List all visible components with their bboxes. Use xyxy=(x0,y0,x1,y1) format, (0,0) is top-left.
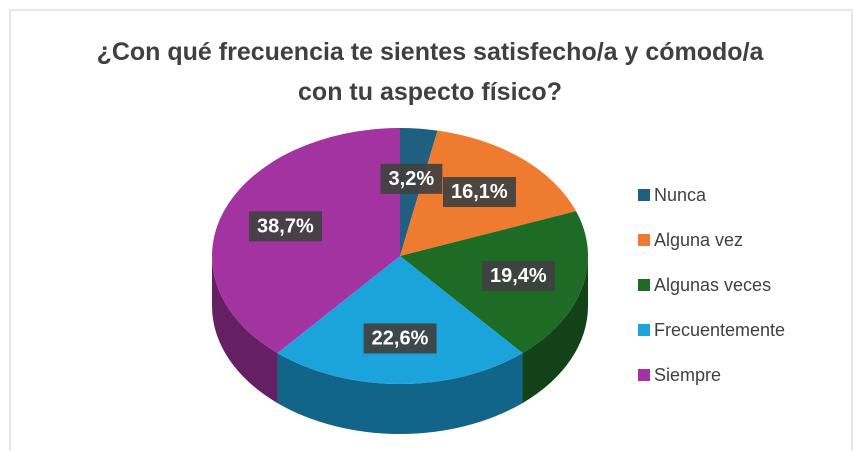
pie-side xyxy=(522,256,588,404)
data-label-box xyxy=(249,211,322,242)
legend-label: Nunca xyxy=(654,185,707,205)
legend: Nunca Alguna vez Algunas veces Frecuentemen… xyxy=(638,185,785,385)
pie-side xyxy=(277,353,523,434)
chart-title: ¿Con qué frecuencia te sientes satisfech… xyxy=(96,38,764,106)
pie-slice xyxy=(277,256,523,384)
legend-swatch xyxy=(638,279,650,291)
data-label-box xyxy=(443,177,516,208)
data-label: 38,7% xyxy=(257,215,314,237)
data-label-box xyxy=(380,163,443,194)
legend-box xyxy=(626,170,848,398)
pie-sides xyxy=(212,256,588,434)
data-labels: 3,2% 16,1% 19,4% 22,6% 38,7% xyxy=(249,163,555,354)
data-label: 16,1% xyxy=(451,181,508,203)
legend-label: Frecuentemente xyxy=(654,320,785,340)
data-label: 22,6% xyxy=(372,327,429,349)
legend-swatch xyxy=(638,369,650,381)
data-label: 19,4% xyxy=(490,265,547,287)
data-label-box xyxy=(363,323,437,354)
legend-label: Siempre xyxy=(654,365,721,385)
pie-side xyxy=(212,256,278,404)
legend-swatch xyxy=(638,324,650,336)
legend-swatch xyxy=(638,189,650,201)
data-label: 3,2% xyxy=(389,168,435,190)
legend-label: Algunas veces xyxy=(654,275,771,295)
legend-label: Alguna vez xyxy=(654,230,743,250)
data-label-box xyxy=(482,260,555,291)
legend-swatch xyxy=(638,234,650,246)
